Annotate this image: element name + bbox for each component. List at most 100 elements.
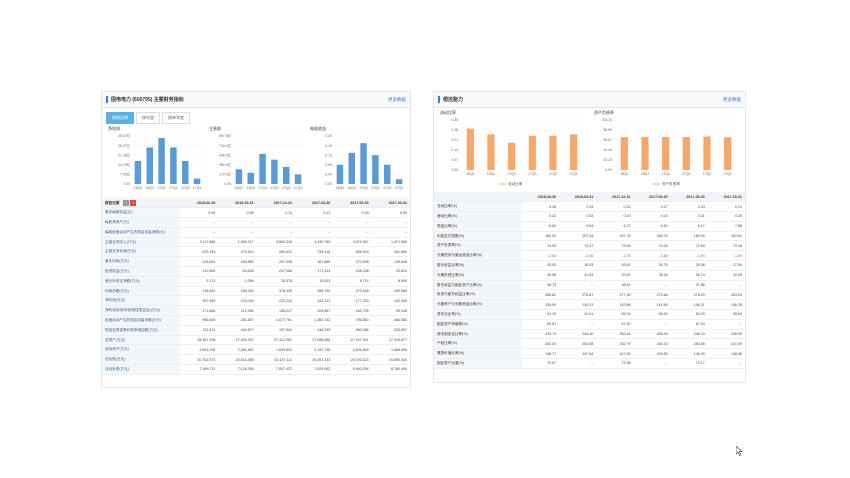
indicator-charts: 净利润 35.47亿 28.37亿 21.28亿 14.19亿 7.09亿 0.00 16Q…	[102, 124, 410, 198]
more-data-link[interactable]: 更多数据	[388, 96, 406, 102]
x-tick-label: 17Q3	[528, 172, 536, 176]
table-cell: 378,439	[256, 286, 295, 297]
row-label[interactable]: 资本化比率(%)	[434, 309, 522, 320]
row-label[interactable]: 现金比率(%)	[434, 221, 522, 232]
row-label[interactable]: 利息支付倍数(%)	[434, 231, 522, 242]
row-label[interactable]: 利润总额(万元)	[102, 286, 180, 297]
table-cell: 72.63	[670, 240, 708, 252]
row-label[interactable]: 净利润(扣除非经常性损益后)(万元)	[102, 305, 180, 317]
x-tick-label: 17Q3	[383, 186, 391, 190]
row-label[interactable]: 资本固定化比率(%)	[434, 329, 522, 340]
table-cell: 448,339	[294, 325, 334, 336]
table-cell: 0.09	[333, 207, 372, 219]
row-label[interactable]: 现金及现金等价物净增加额(万元)	[102, 325, 180, 336]
y-tick-label: 0.16	[325, 144, 332, 148]
table-cell: 270,638	[333, 256, 372, 268]
table-cell: 8,460,294	[333, 364, 372, 375]
row-label[interactable]: 每股经营活动产生的现金流量净额(元)	[102, 227, 180, 238]
row-label[interactable]: 净利润(万元)	[102, 295, 180, 307]
row-label[interactable]: 固定资产净值率(%)	[434, 319, 522, 330]
row-label[interactable]: 主营业务利润(万元)	[102, 246, 180, 258]
table-cell: 27,068,086	[294, 335, 334, 346]
row-label[interactable]: 长期负债比率(%)	[434, 270, 522, 281]
table-cell: 27,147,921	[333, 335, 372, 346]
row-label[interactable]: 固定资产比重(%)	[434, 358, 522, 369]
row-label[interactable]: 资产负债率(%)	[434, 240, 522, 252]
bar	[282, 166, 290, 184]
chart-title: 每股收益	[310, 126, 326, 131]
table-cell: 3,173	[180, 276, 219, 287]
row-label[interactable]: 每股净资产(元)	[102, 217, 180, 228]
table-row: 长期负债比率(%) 49.98 41.53 39.52 35.35 36.74 34.55	[434, 270, 745, 281]
table-cell: 177,253	[333, 295, 372, 307]
table-cell: 35.35	[633, 270, 671, 281]
row-label[interactable]: 流动比率(%)	[434, 201, 522, 213]
table-cell: --	[633, 319, 671, 330]
row-label[interactable]: 投资收益(万元)	[102, 266, 180, 277]
table-row: 利润总额(万元) 318,832 168,282 378,439 398,730 279,…	[102, 286, 410, 297]
table-cell: 0.20	[596, 211, 634, 222]
table-cell: --	[256, 217, 295, 228]
row-label[interactable]: 产权比率(%)	[434, 338, 522, 350]
row-label[interactable]: 速动比率(%)	[434, 211, 522, 222]
row-label[interactable]: 长期债务与营运资金比率(%)	[434, 250, 522, 262]
row-label[interactable]: 长期资产与长期资金比率(%)	[434, 299, 522, 311]
row-label[interactable]: 经营活动产生的现金流量净额(万元)	[102, 315, 180, 326]
bar	[466, 128, 474, 170]
row-label[interactable]: 股东权益比率(%)	[434, 260, 522, 271]
solvency-panel: 偿还能力 更多数据 流动比率 0.35 0.28 0.21 0.14 0.07 0.00 1…	[433, 91, 746, 383]
row-label[interactable]: 营业外收支净额(万元)	[102, 276, 180, 287]
more-data-link[interactable]: 更多数据	[723, 96, 741, 102]
table-cell: 6.17	[670, 221, 708, 232]
table-cell: 379,810	[218, 246, 257, 258]
table-cell: --	[371, 227, 410, 238]
row-label[interactable]: 总负债(万元)	[102, 354, 180, 366]
row-label[interactable]: 清算价值比率(%)	[434, 348, 522, 360]
eps-chart: 每股收益 0.20 0.16 0.12 0.08 0.04 0.00 16Q2 16Q3 17Q…	[308, 126, 409, 196]
table-cell: 1,677,761	[256, 315, 295, 326]
table-cell: 0.32	[522, 211, 560, 222]
table-cell: 120,049	[218, 295, 257, 307]
row-label[interactable]: 总资产(万元)	[102, 335, 180, 346]
table-cell: 398,730	[294, 286, 334, 297]
table-row: 现金比率(%) 6.82 6.64 6.37 6.60 6.17 7.58	[434, 221, 745, 232]
eps-svg: 0.20 0.16 0.12 0.08 0.04 0.00 16Q2 16Q3 17Q4 17Q2…	[325, 134, 405, 190]
table-cell: 55.84	[707, 309, 745, 320]
y-tick-label: 0.14	[451, 148, 458, 152]
column-header: 2017-03-31	[371, 198, 410, 209]
table-cell: --	[333, 217, 372, 228]
table-cell: --	[559, 319, 597, 330]
table-cell: 1,585,317	[218, 237, 257, 248]
table-cell: 8,714	[333, 276, 372, 287]
x-tick-label: 17Q2	[549, 172, 557, 176]
table-cell: 1,471,583	[371, 237, 410, 248]
row-label[interactable]: 基本每股收益(元)	[102, 207, 180, 219]
row-label[interactable]: 股东权益与固定资产比率(%)	[434, 280, 522, 291]
tab-by-year[interactable]: 按年度	[136, 112, 160, 124]
tab-by-report-period[interactable]: 按报告期	[106, 112, 134, 124]
net-profit-chart: 净利润 35.47亿 28.37亿 21.28亿 14.19亿 7.09亿 0.00 16Q…	[106, 126, 207, 196]
row-label[interactable]: 流动资产(万元)	[102, 344, 180, 356]
table-cell: 67.30	[596, 319, 634, 330]
table-cell: 146.39	[670, 348, 708, 360]
next-page-button[interactable]: ›	[130, 199, 137, 206]
row-label[interactable]: 主营业务收入(万元)	[102, 237, 180, 248]
table-cell: 241.99	[707, 338, 745, 350]
row-label[interactable]: 营业利润(万元)	[102, 256, 180, 268]
row-label[interactable]: 负债与股东权益比率(%)	[434, 289, 522, 301]
row-label[interactable]: 流动负债(万元)	[102, 364, 180, 375]
table-cell: 148,646	[371, 256, 410, 268]
prev-page-button[interactable]: ‹	[123, 199, 130, 206]
y-tick-label: 0.28	[451, 128, 458, 132]
tab-by-quarter[interactable]: 按单季度	[162, 112, 190, 124]
table-row: 资本固定化比率(%) 233.74 244.40 263.44 245.45 248.34…	[434, 329, 745, 340]
table-cell: --	[180, 217, 219, 228]
solvency-charts: 流动比率 0.35 0.28 0.21 0.14 0.07 0.00 18Q2 18Q1 17Q…	[434, 108, 745, 192]
table-row: 速动比率(%) 0.32 0.33 0.20 0.24 0.21 0.20	[434, 211, 745, 222]
table-cell: 61.25	[522, 309, 560, 320]
table-cell: 135.90	[522, 299, 560, 311]
table-cell: 147.84	[559, 348, 597, 360]
table-cell: 4,430,765	[294, 237, 334, 248]
table-row: 基本每股收益(元) 0.08 0.06 0.11 0.12 0.09 0.05	[102, 207, 410, 219]
table-cell: 3,117,685	[180, 237, 219, 248]
